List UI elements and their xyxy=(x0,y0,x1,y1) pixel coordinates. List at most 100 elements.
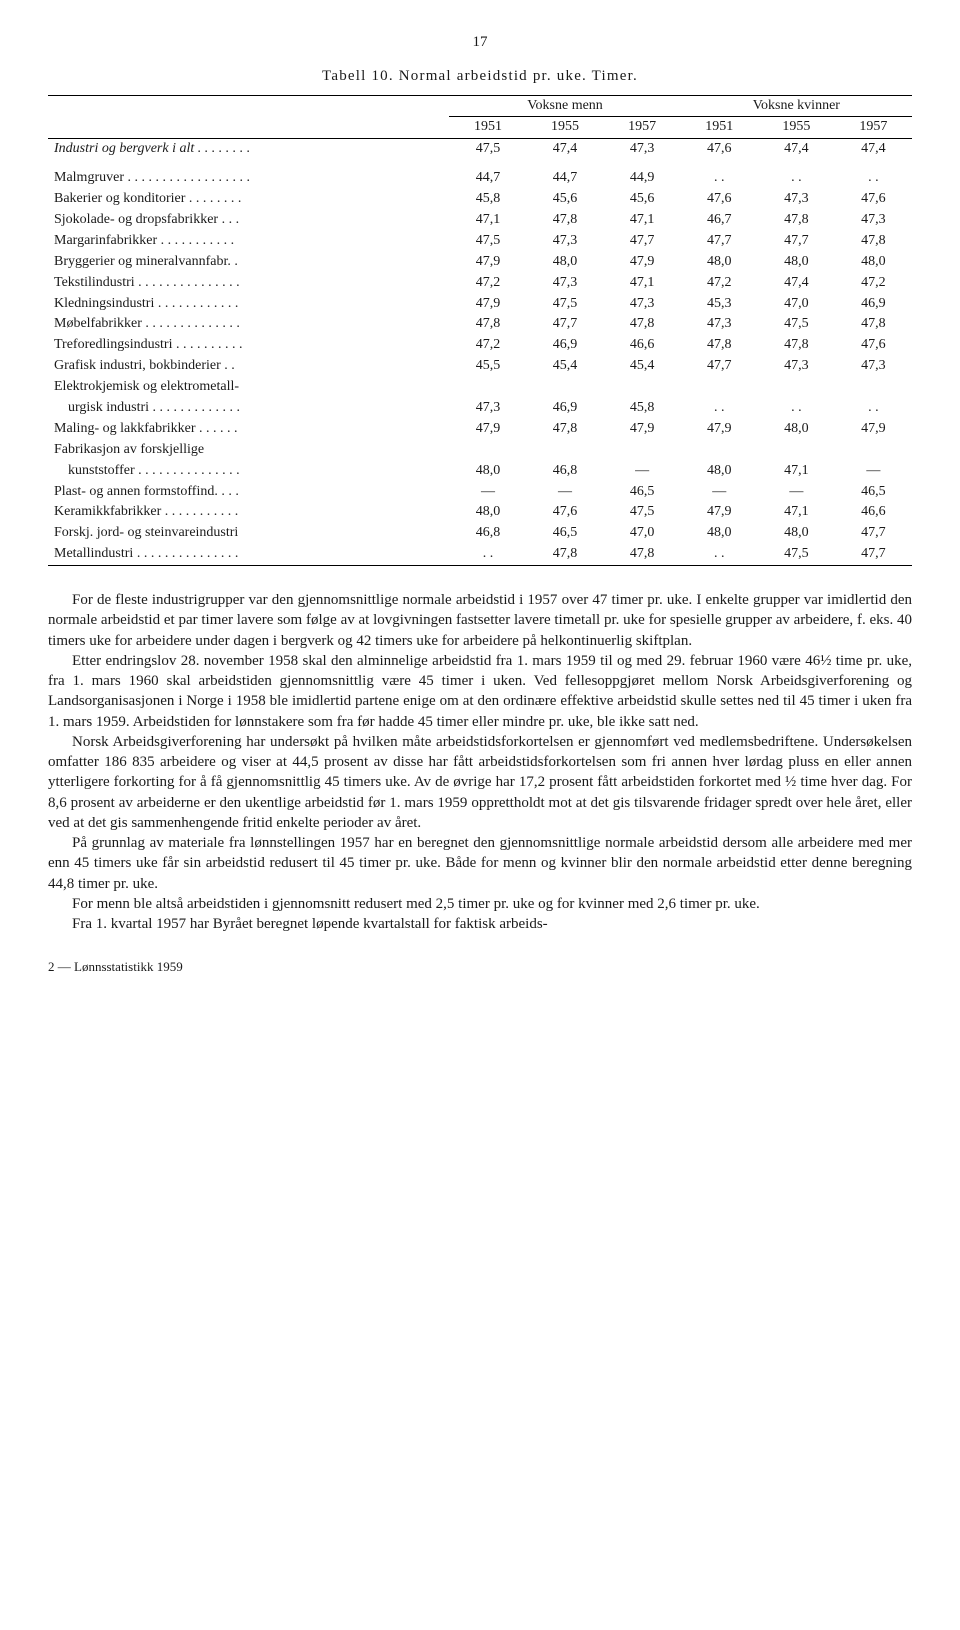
table-cell: 47,8 xyxy=(758,335,835,356)
row-label: Margarinfabrikker . . . . . . . . . . . xyxy=(48,231,449,252)
table-cell: 47,6 xyxy=(681,189,758,210)
table-row: urgisk industri . . . . . . . . . . . . … xyxy=(48,398,912,419)
table-cell xyxy=(526,377,603,398)
row-label: Elektrokjemisk og elektrometall- xyxy=(48,377,449,398)
table-cell: 48,0 xyxy=(449,461,526,482)
table-cell: 47,1 xyxy=(758,461,835,482)
table-cell: 46,8 xyxy=(526,461,603,482)
table-row: kunststoffer . . . . . . . . . . . . . .… xyxy=(48,461,912,482)
row-label: Tekstilindustri . . . . . . . . . . . . … xyxy=(48,273,449,294)
table-row: Keramikkfabrikker . . . . . . . . . . .4… xyxy=(48,502,912,523)
table-row: Maling- og lakkfabrikker . . . . . . 47,9… xyxy=(48,419,912,440)
table-cell: 48,0 xyxy=(758,252,835,273)
table-cell: 47,8 xyxy=(604,314,681,335)
table-cell: 47,6 xyxy=(835,189,912,210)
year-head: 1951 xyxy=(449,117,526,139)
table-cell: 47,7 xyxy=(835,544,912,565)
table-cell: — xyxy=(526,482,603,503)
table-row: Margarinfabrikker . . . . . . . . . . . 4… xyxy=(48,231,912,252)
table-cell: 47,3 xyxy=(681,314,758,335)
table-cell: 47,9 xyxy=(681,502,758,523)
table-cell: 45,5 xyxy=(449,356,526,377)
table-row: Fabrikasjon av forskjellige xyxy=(48,440,912,461)
table-cell: 47,1 xyxy=(758,502,835,523)
table-cell: 47,7 xyxy=(835,523,912,544)
table-row: Industri og bergverk i alt . . . . . . .… xyxy=(48,139,912,160)
row-label: Møbelfabrikker . . . . . . . . . . . . .… xyxy=(48,314,449,335)
table-cell xyxy=(681,440,758,461)
table-row: Malmgruver . . . . . . . . . . . . . . .… xyxy=(48,168,912,189)
table-cell: 44,7 xyxy=(449,168,526,189)
table-cell xyxy=(449,440,526,461)
table-cell: 47,7 xyxy=(526,314,603,335)
table-cell: 47,3 xyxy=(526,273,603,294)
paragraph: Fra 1. kvartal 1957 har Byrået beregnet … xyxy=(48,914,912,934)
table-cell: 47,1 xyxy=(604,210,681,231)
col-group-women: Voksne kvinner xyxy=(681,95,912,117)
row-label: Forskj. jord- og steinvareindustri xyxy=(48,523,449,544)
table-cell: 47,3 xyxy=(604,139,681,160)
table-cell: 48,0 xyxy=(526,252,603,273)
table-row: Sjokolade- og dropsfabrikker . . .47,147… xyxy=(48,210,912,231)
table-cell xyxy=(835,377,912,398)
table-cell: 47,9 xyxy=(449,294,526,315)
table-cell: 47,3 xyxy=(526,231,603,252)
table-cell: 47,5 xyxy=(604,502,681,523)
row-label: Maling- og lakkfabrikker . . . . . . xyxy=(48,419,449,440)
table-cell: 47,6 xyxy=(681,139,758,160)
year-head: 1957 xyxy=(604,117,681,139)
table-cell: 47,3 xyxy=(835,356,912,377)
table-cell: 48,0 xyxy=(681,461,758,482)
table-cell: 47,7 xyxy=(681,231,758,252)
table-cell: . . xyxy=(681,398,758,419)
table-cell: 46,5 xyxy=(604,482,681,503)
footer-text: 2 — Lønnsstatistikk 1959 xyxy=(48,958,912,976)
row-label: Plast- og annen formstoffind. . . . xyxy=(48,482,449,503)
row-label: Keramikkfabrikker . . . . . . . . . . . xyxy=(48,502,449,523)
table-cell: 47,3 xyxy=(449,398,526,419)
table-cell: 45,4 xyxy=(526,356,603,377)
table-cell: 47,1 xyxy=(604,273,681,294)
table-row: Kledningsindustri . . . . . . . . . . . … xyxy=(48,294,912,315)
paragraph: På grunnlag av materiale fra lønnstellin… xyxy=(48,833,912,894)
table-cell: 46,9 xyxy=(835,294,912,315)
table-cell xyxy=(758,377,835,398)
table-cell: 47,3 xyxy=(835,210,912,231)
table-cell: 45,8 xyxy=(449,189,526,210)
table-cell xyxy=(758,440,835,461)
table-cell: 47,2 xyxy=(449,335,526,356)
table-cell: 47,8 xyxy=(835,314,912,335)
table-cell: 47,7 xyxy=(758,231,835,252)
table-cell: 47,4 xyxy=(758,139,835,160)
table-cell: 47,9 xyxy=(681,419,758,440)
table-cell: 45,8 xyxy=(604,398,681,419)
table-cell xyxy=(835,440,912,461)
table-cell: 48,0 xyxy=(681,523,758,544)
table-cell: 46,9 xyxy=(526,335,603,356)
table-cell xyxy=(526,440,603,461)
table-cell: . . xyxy=(758,398,835,419)
table-cell: — xyxy=(758,482,835,503)
row-label: Kledningsindustri . . . . . . . . . . . … xyxy=(48,294,449,315)
table-cell: 46,8 xyxy=(449,523,526,544)
table-cell: . . xyxy=(681,544,758,565)
table-cell: . . xyxy=(835,168,912,189)
table-cell: 46,9 xyxy=(526,398,603,419)
table-cell xyxy=(681,377,758,398)
table-row: Plast- og annen formstoffind. . . .——46,… xyxy=(48,482,912,503)
table-cell: 46,5 xyxy=(526,523,603,544)
table-cell: 47,6 xyxy=(526,502,603,523)
table-row: Treforedlingsindustri . . . . . . . . . … xyxy=(48,335,912,356)
table-row: Forskj. jord- og steinvareindustri46,846… xyxy=(48,523,912,544)
table-row: Bakerier og konditorier . . . . . . . .4… xyxy=(48,189,912,210)
table-cell: 48,0 xyxy=(758,419,835,440)
table-cell: 47,3 xyxy=(758,189,835,210)
table-cell: 47,8 xyxy=(835,231,912,252)
table-cell: 47,4 xyxy=(526,139,603,160)
table-cell: 47,2 xyxy=(449,273,526,294)
table-cell: 47,2 xyxy=(835,273,912,294)
table-cell: 48,0 xyxy=(449,502,526,523)
table-cell: 47,8 xyxy=(681,335,758,356)
table-cell: 48,0 xyxy=(681,252,758,273)
table-row: Metallindustri . . . . . . . . . . . . .… xyxy=(48,544,912,565)
